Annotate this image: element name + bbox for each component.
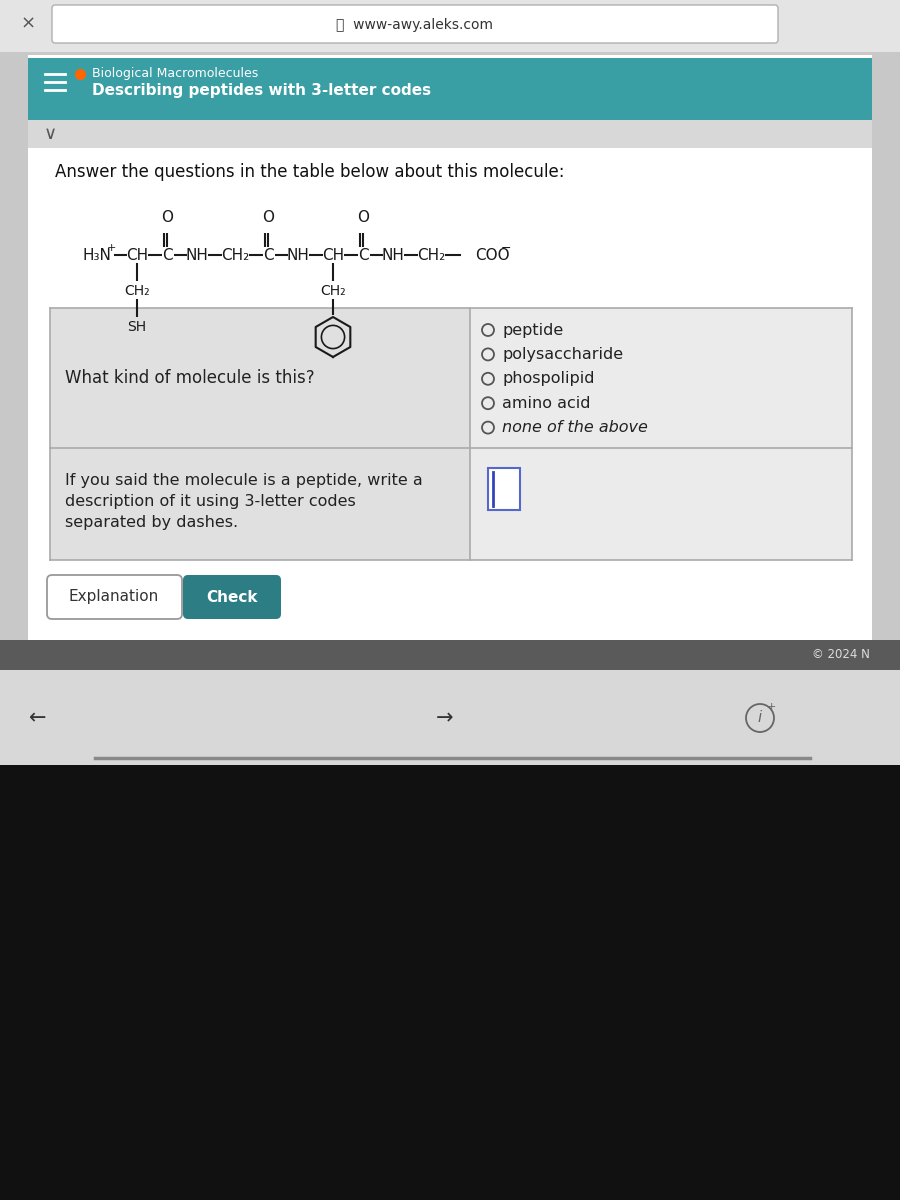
Text: −: − <box>501 241 511 254</box>
Text: Check: Check <box>206 589 257 605</box>
FancyBboxPatch shape <box>50 308 470 448</box>
Text: none of the above: none of the above <box>502 420 648 436</box>
Text: ×: × <box>21 14 36 32</box>
FancyBboxPatch shape <box>0 670 900 766</box>
Text: NH: NH <box>185 247 209 263</box>
Text: C: C <box>162 247 172 263</box>
FancyBboxPatch shape <box>28 120 872 148</box>
Text: CH₂: CH₂ <box>320 284 346 298</box>
Text: Answer the questions in the table below about this molecule:: Answer the questions in the table below … <box>55 163 564 181</box>
Text: separated by dashes.: separated by dashes. <box>65 515 238 530</box>
Text: © 2024 N: © 2024 N <box>812 648 870 661</box>
Text: Describing peptides with 3-letter codes: Describing peptides with 3-letter codes <box>92 84 431 98</box>
FancyBboxPatch shape <box>183 575 281 619</box>
FancyBboxPatch shape <box>488 468 520 510</box>
FancyBboxPatch shape <box>28 55 872 1170</box>
Text: NH: NH <box>382 247 404 263</box>
Text: Explanation: Explanation <box>69 589 159 605</box>
FancyBboxPatch shape <box>28 58 872 120</box>
Text: ∨: ∨ <box>43 125 57 143</box>
Text: ←: ← <box>29 708 47 728</box>
Text: O: O <box>161 210 173 224</box>
FancyBboxPatch shape <box>470 448 852 560</box>
Text: SH: SH <box>128 320 147 334</box>
Text: COO: COO <box>475 247 509 263</box>
Text: C: C <box>263 247 274 263</box>
Text: CH: CH <box>322 247 344 263</box>
Text: If you said the molecule is a peptide, write a: If you said the molecule is a peptide, w… <box>65 473 423 488</box>
Text: CH₂: CH₂ <box>124 284 149 298</box>
Text: →: → <box>436 708 454 728</box>
FancyBboxPatch shape <box>0 766 900 1200</box>
FancyBboxPatch shape <box>0 640 900 670</box>
Text: 🔒  www-awy.aleks.com: 🔒 www-awy.aleks.com <box>337 18 493 32</box>
Text: C: C <box>357 247 368 263</box>
FancyBboxPatch shape <box>50 448 470 560</box>
Text: Biological Macromolecules: Biological Macromolecules <box>92 67 258 80</box>
FancyBboxPatch shape <box>470 308 852 448</box>
Text: description of it using 3-letter codes: description of it using 3-letter codes <box>65 494 356 509</box>
Text: H₃N: H₃N <box>82 247 111 263</box>
Text: CH₂: CH₂ <box>220 247 249 263</box>
Text: What kind of molecule is this?: What kind of molecule is this? <box>65 370 315 386</box>
Text: amino acid: amino acid <box>502 396 590 410</box>
FancyBboxPatch shape <box>47 575 182 619</box>
Text: O: O <box>357 210 369 224</box>
Text: +: + <box>107 242 116 253</box>
Text: O: O <box>262 210 274 224</box>
Text: NH: NH <box>286 247 310 263</box>
Text: CH: CH <box>126 247 148 263</box>
FancyBboxPatch shape <box>0 0 900 52</box>
FancyBboxPatch shape <box>52 5 778 43</box>
Text: i: i <box>758 710 762 726</box>
Text: +: + <box>766 702 776 712</box>
Text: phospolipid: phospolipid <box>502 371 595 386</box>
Text: peptide: peptide <box>502 323 563 337</box>
Text: polysaccharide: polysaccharide <box>502 347 623 362</box>
Text: CH₂: CH₂ <box>417 247 446 263</box>
